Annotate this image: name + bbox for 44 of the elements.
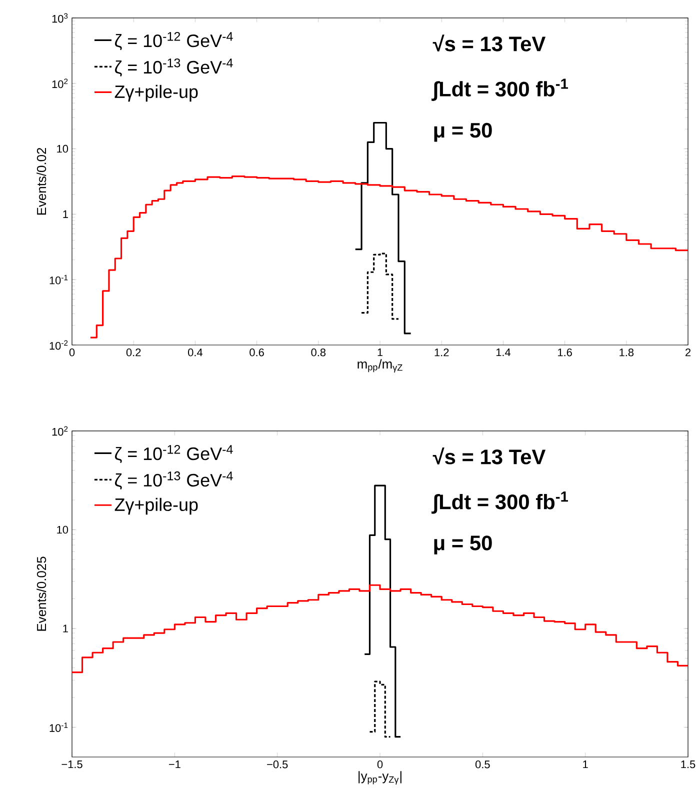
legend-label: ζ = 10$^{-13}$ GeV$^{-4}$ <box>115 471 233 490</box>
legend-label: ζ = 10$^{-13}$ GeV$^{-4}$ <box>115 58 233 77</box>
x-tick-label: 0.6 <box>250 348 264 356</box>
y-tick-label: 10$^{-1}$ <box>50 274 68 284</box>
annotation: μ = 50 <box>434 536 492 554</box>
annotation: ∫Ldt = 300 fb$^{-1}$ <box>432 78 568 101</box>
y-tick-label: 10 <box>57 526 68 534</box>
x-tick-label: 1 <box>378 348 383 356</box>
x-tick-label: −0.5 <box>267 760 288 768</box>
y-tick-label: 1 <box>63 624 68 632</box>
x-axis-title: |y$_{pp}$-y$_{Zγ}$| <box>358 771 402 785</box>
y-tick-label: 10$^{-1}$ <box>50 722 68 732</box>
x-tick-label: 1.4 <box>496 348 511 356</box>
x-tick-label: 0 <box>377 760 383 768</box>
x-tick-label: 1.2 <box>434 348 449 356</box>
x-tick-label: 1 <box>583 760 588 768</box>
x-tick-label: 1.5 <box>681 760 696 768</box>
y-tick-label: 10$^{2}$ <box>52 426 68 436</box>
y-tick-label: 10$^{2}$ <box>52 78 68 88</box>
legend-label: Zγ+pile-up <box>114 498 198 515</box>
annotation: √s = 13 TeV <box>432 448 546 464</box>
legend-label: ζ = 10$^{-12}$ GeV$^{-4}$ <box>115 444 233 464</box>
annotation: √s = 13 TeV <box>432 34 546 52</box>
legend-label: ζ = 10$^{-12}$ GeV$^{-4}$ <box>115 32 233 50</box>
x-tick-label: 1.8 <box>620 348 634 356</box>
x-tick-label: −1 <box>169 760 180 768</box>
x-tick-label: −1.5 <box>62 760 82 768</box>
y-tick-label: 10 <box>57 144 68 153</box>
y-tick-label: 1 <box>63 210 68 218</box>
x-tick-label: 0.2 <box>126 348 141 356</box>
y-tick-label: 10$^{-2}$ <box>50 340 68 350</box>
annotation: ∫Ldt = 300 fb$^{-1}$ <box>432 492 568 514</box>
x-tick-label: 0.4 <box>188 348 203 356</box>
x-tick-label: 1.6 <box>558 348 572 356</box>
y-axis-title: Events/0.025 <box>36 556 46 631</box>
x-axis-title: m$_{pp}$/m$_{γZ}$ <box>358 359 402 373</box>
y-axis-title: Events/0.02 <box>36 148 46 215</box>
x-tick-label: 0.5 <box>476 760 490 768</box>
y-tick-label: 10$^{3}$ <box>52 13 68 23</box>
x-tick-label: 0.8 <box>311 348 326 356</box>
legend-label: Zγ+pile-up <box>114 84 198 102</box>
annotation: μ = 50 <box>434 122 492 142</box>
x-tick-label: 2 <box>686 348 691 356</box>
x-tick-label: 0 <box>69 348 75 356</box>
